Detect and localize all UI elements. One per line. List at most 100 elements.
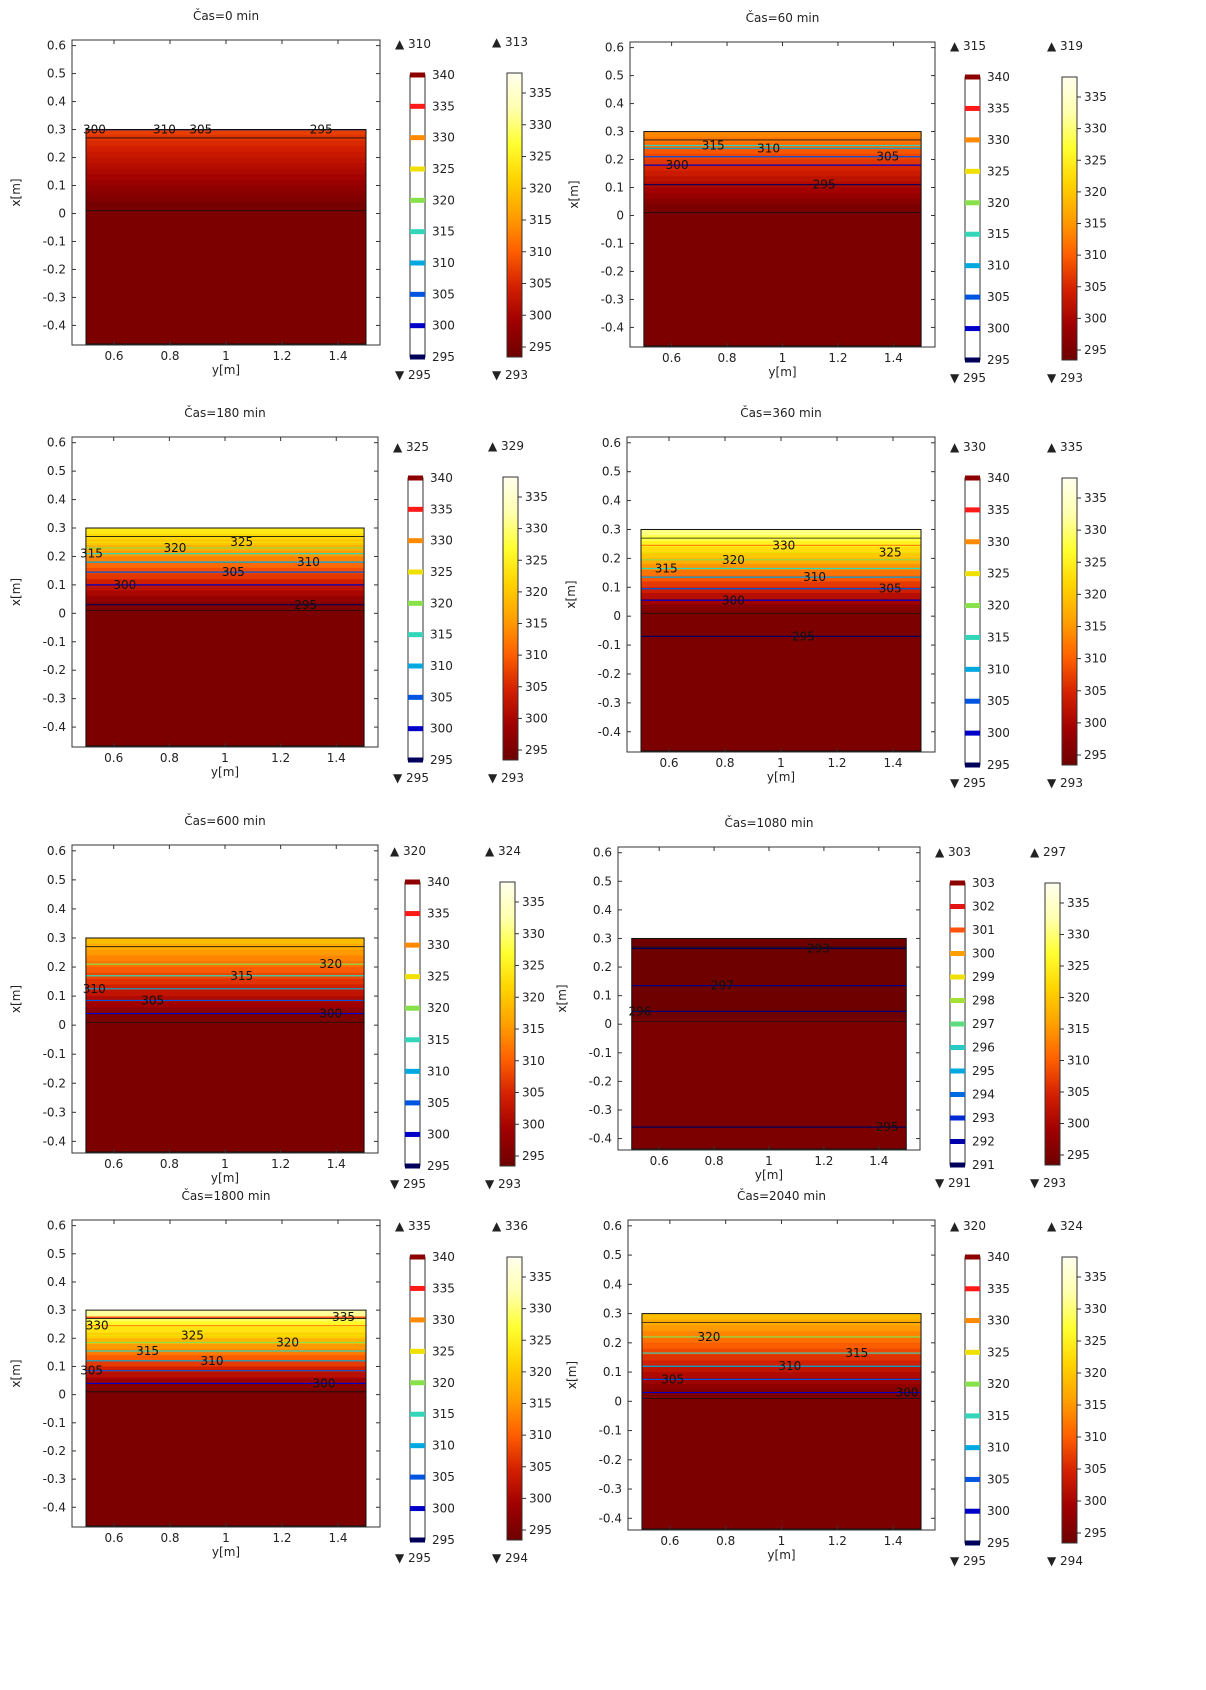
contour-legend-bar bbox=[407, 477, 424, 761]
y-tick-label: 0.6 bbox=[47, 39, 66, 53]
contour-max-label: ▲ 315 bbox=[950, 39, 986, 53]
surface-tick-label: 315 bbox=[522, 1022, 545, 1036]
temperature-band bbox=[641, 1383, 922, 1391]
contour-legend-label: 340 bbox=[432, 68, 455, 82]
surface-tick-label: 315 bbox=[529, 213, 552, 227]
contour-legend-swatch bbox=[965, 475, 980, 481]
y-tick-label: 0.6 bbox=[47, 844, 66, 858]
surface-tick-label: 335 bbox=[1084, 90, 1107, 104]
contour-label: 330 bbox=[772, 538, 795, 552]
contour-legend-swatch bbox=[950, 1092, 965, 1097]
temperature-band bbox=[643, 187, 922, 194]
contour-legend-label: 315 bbox=[427, 1033, 450, 1047]
contour-legend-label: 310 bbox=[987, 662, 1010, 676]
surface-tick-label: 330 bbox=[525, 522, 548, 536]
contour-legend-bar bbox=[409, 1256, 426, 1541]
contour-legend-label: 300 bbox=[987, 1504, 1010, 1518]
contour-legend-label: 299 bbox=[972, 970, 995, 984]
contour-legend-bar bbox=[964, 76, 981, 361]
temperature-band bbox=[643, 198, 922, 205]
x-tick-label: 1 bbox=[221, 1157, 229, 1171]
temperature-band bbox=[85, 590, 365, 597]
contour-legend-label: 315 bbox=[430, 628, 453, 642]
x-tick-label: 0.6 bbox=[104, 1531, 123, 1545]
temperature-band bbox=[641, 1348, 922, 1356]
surface-tick-label: 310 bbox=[1084, 248, 1107, 262]
surface-tick-label: 335 bbox=[529, 86, 552, 100]
y-tick-label: -0.1 bbox=[43, 1047, 66, 1061]
surface-tick-label: 325 bbox=[1084, 1334, 1107, 1348]
contour-legend-label: 298 bbox=[972, 994, 995, 1008]
y-tick-label: -0.1 bbox=[589, 1046, 612, 1060]
surface-tick-label: 330 bbox=[522, 927, 545, 941]
surface-tick-label: 315 bbox=[1084, 217, 1107, 231]
x-axis-label: y[m] bbox=[767, 1548, 795, 1562]
contour-max-label: ▲ 303 bbox=[935, 845, 971, 859]
contour-legend-label: 305 bbox=[430, 690, 453, 704]
contour-legend-swatch bbox=[965, 1318, 980, 1324]
contour-legend-swatch bbox=[405, 879, 420, 885]
surface-max-label: ▲ 297 bbox=[1030, 845, 1066, 859]
contour-legend-swatch bbox=[950, 1021, 965, 1027]
temperature-band bbox=[85, 579, 365, 586]
contour-legend-label: 335 bbox=[430, 502, 453, 516]
temperature-band bbox=[85, 528, 365, 535]
y-tick-label: -0.4 bbox=[601, 320, 624, 334]
y-tick-label: -0.2 bbox=[43, 1076, 66, 1090]
contour-legend-label: 292 bbox=[972, 1135, 995, 1149]
temperature-band bbox=[643, 148, 922, 155]
y-tick-label: 0.5 bbox=[47, 67, 66, 81]
contour-legend-label: 325 bbox=[987, 164, 1010, 178]
surface-min-label: ▼ 293 bbox=[488, 771, 524, 785]
contour-legend-label: 335 bbox=[432, 1281, 455, 1295]
contour-legend-label: 330 bbox=[430, 534, 453, 548]
x-tick-label: 0.6 bbox=[104, 751, 123, 765]
surface-tick-label: 320 bbox=[1084, 587, 1107, 601]
x-tick-label: 1.2 bbox=[828, 351, 847, 365]
surface-min-label: ▼ 294 bbox=[492, 1551, 528, 1565]
panel-2: Čas=60 min 315 310 300 305 295 0.6 0.8 1 1.2 1.4 0.… bbox=[567, 10, 1107, 385]
y-tick-label: 0.6 bbox=[593, 846, 612, 860]
contour-legend-label: 310 bbox=[430, 659, 453, 673]
surface-max-label: ▲ 319 bbox=[1047, 39, 1083, 53]
temperature-band bbox=[641, 529, 921, 536]
contour-label: 305 bbox=[879, 582, 902, 596]
temperature-band bbox=[643, 176, 922, 183]
y-tick-label: -0.1 bbox=[43, 635, 66, 649]
y-tick-label: -0.4 bbox=[43, 1134, 66, 1148]
surface-tick-label: 295 bbox=[529, 340, 552, 354]
y-tick-label: 0.6 bbox=[47, 1219, 66, 1233]
contour-legend-swatch bbox=[410, 197, 425, 203]
y-tick-label: -0.1 bbox=[598, 638, 621, 652]
x-tick-label: 1 bbox=[777, 756, 785, 770]
y-tick-label: 0 bbox=[604, 1017, 612, 1031]
contour-label: 330 bbox=[86, 1319, 109, 1333]
y-axis-label: x[m] bbox=[9, 985, 23, 1013]
contour-legend-swatch bbox=[950, 1045, 965, 1050]
temperature-band bbox=[643, 170, 922, 177]
x-tick-label: 0.8 bbox=[160, 1157, 179, 1171]
surface-tick-label: 305 bbox=[1084, 1462, 1107, 1476]
temperature-band bbox=[86, 151, 366, 159]
contour-max-label: ▲ 325 bbox=[393, 440, 429, 454]
contour-legend-label: 320 bbox=[987, 196, 1010, 210]
temperature-band bbox=[641, 1377, 922, 1385]
contour-legend-swatch bbox=[965, 634, 980, 640]
contour-legend-swatch bbox=[410, 1254, 425, 1260]
surface-tick-label: 305 bbox=[522, 1086, 545, 1100]
surface-tick-label: 335 bbox=[1084, 1270, 1107, 1284]
temperature-band bbox=[86, 1372, 366, 1379]
y-tick-label: -0.3 bbox=[43, 1472, 66, 1486]
x-tick-label: 1 bbox=[779, 351, 787, 365]
temperature-band bbox=[85, 990, 365, 997]
temperature-band bbox=[643, 204, 922, 211]
x-tick-label: 0.8 bbox=[160, 349, 179, 363]
contour-legend-label: 320 bbox=[432, 193, 455, 207]
contour-label: 300 bbox=[319, 1007, 342, 1021]
temperature-band bbox=[86, 174, 366, 181]
temperature-band bbox=[85, 1007, 365, 1015]
temperature-band bbox=[641, 564, 921, 571]
y-tick-label: 0 bbox=[58, 206, 66, 220]
contour-legend-swatch bbox=[965, 666, 980, 672]
contour-label: 305 bbox=[222, 565, 245, 579]
